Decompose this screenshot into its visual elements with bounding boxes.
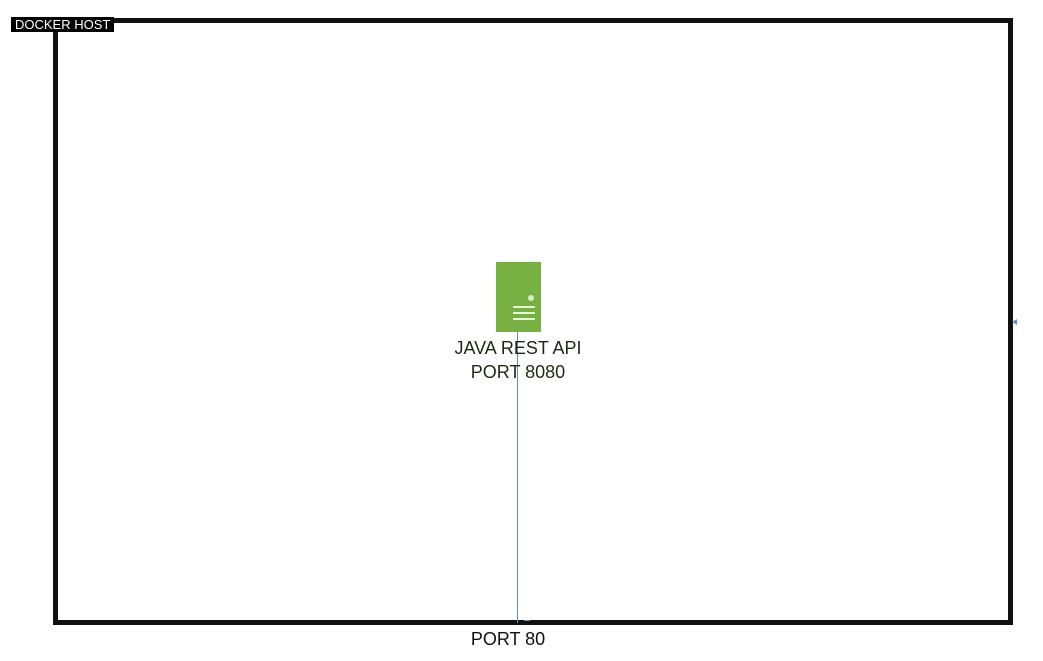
- port-connector-line: [517, 332, 518, 623]
- server-vent-bar: [513, 312, 535, 314]
- side-connection-marker: [1012, 319, 1017, 325]
- docker-host-frame: [53, 18, 1013, 625]
- port-connector-tip: [524, 620, 530, 625]
- service-label: JAVA REST API PORT 8080: [418, 336, 618, 384]
- server-vent-bar: [513, 306, 535, 308]
- server-vent-bar: [513, 318, 535, 320]
- server-icon: [496, 262, 541, 332]
- docker-host-label: DOCKER HOST: [11, 17, 115, 32]
- service-port: PORT 8080: [470, 362, 566, 382]
- server-status-dot: [528, 295, 534, 301]
- external-port-label: PORT 80: [470, 629, 546, 649]
- service-name: JAVA REST API: [454, 338, 582, 358]
